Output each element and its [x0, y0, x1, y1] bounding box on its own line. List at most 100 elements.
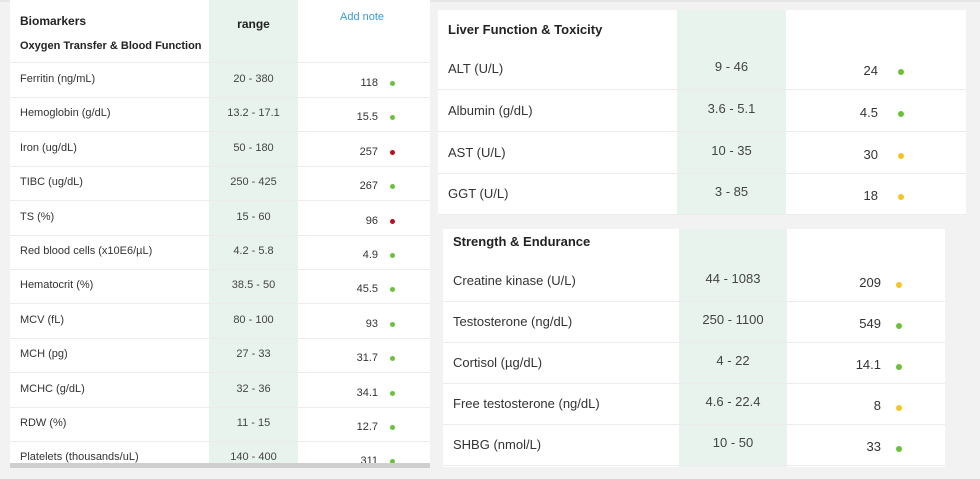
- result-value: 257: [359, 145, 378, 158]
- biomarkers-header: Biomarkers: [20, 14, 87, 28]
- table-row[interactable]: GGT (U/L) 3 - 85 18: [438, 173, 966, 215]
- reference-range: 4 - 22: [716, 353, 750, 368]
- table-row[interactable]: Platelets (thousands/uL) 140 - 400 311: [10, 441, 430, 468]
- result-value: 12.7: [356, 421, 378, 433]
- table-row[interactable]: Free testosterone (ng/dL) 4.6 - 22.4 8: [443, 384, 945, 425]
- status-dot-icon: [390, 149, 395, 155]
- range-header: range: [237, 17, 270, 31]
- status-dot-icon: [898, 69, 904, 75]
- status-dot-icon: [896, 323, 902, 329]
- status-dot-icon: [390, 425, 395, 430]
- table-row[interactable]: AST (U/L) 10 - 35 30: [438, 132, 966, 174]
- reference-range: 27 - 33: [236, 348, 271, 361]
- reference-range: 11 - 15: [236, 417, 271, 429]
- reference-range: 9 - 46: [714, 59, 749, 74]
- table-row[interactable]: SHBG (nmol/L) 10 - 50 33: [443, 425, 945, 466]
- reference-range: 13.2 - 17.1: [227, 107, 280, 120]
- result-value: 45.5: [356, 283, 378, 296]
- card-title: Strength & Endurance: [453, 234, 591, 249]
- reference-range-column: [679, 229, 787, 467]
- table-row[interactable]: TIBC (ug/dL) 250 - 425 267: [10, 166, 430, 202]
- result-value: 209: [859, 275, 881, 290]
- status-dot-icon: [390, 81, 395, 86]
- table-row[interactable]: Iron (ug/dL) 50 - 180 257: [10, 132, 430, 167]
- result-value: 8: [873, 398, 881, 413]
- table-row[interactable]: Cortisol (µg/dL) 4 - 22 14.1: [443, 343, 945, 384]
- table-row[interactable]: RDW (%) 11 - 15 12.7: [10, 407, 430, 442]
- biomarker-name: Free testosterone (ng/dL): [453, 396, 600, 411]
- add-note-link[interactable]: Add note: [340, 11, 385, 23]
- biomarker-name: MCHC (g/dL): [20, 382, 85, 395]
- card-title: Liver Function & Toxicity: [448, 22, 603, 37]
- biomarker-name: Testosterone (ng/dL): [453, 314, 573, 329]
- biomarker-name: TIBC (ug/dL): [20, 176, 83, 189]
- reference-range: 250 - 425: [230, 176, 277, 189]
- reference-range: 250 - 1100: [702, 312, 764, 327]
- biomarker-name: Cortisol (µg/dL): [453, 355, 543, 370]
- result-value: 267: [359, 180, 378, 193]
- biomarker-name: ALT (U/L): [448, 61, 504, 76]
- biomarker-name: Albumin (g/dL): [448, 102, 533, 118]
- biomarker-name: TS (%): [20, 210, 55, 223]
- header-divider: [10, 62, 430, 63]
- reference-range: 38.5 - 50: [231, 279, 276, 292]
- reference-range: 140 - 400: [230, 451, 277, 464]
- biomarker-name: Hematocrit (%): [20, 279, 94, 292]
- table-row[interactable]: MCH (pg) 27 - 33 31.7: [10, 338, 430, 374]
- reference-range: 3 - 85: [714, 184, 749, 200]
- result-value: 24: [863, 63, 878, 78]
- status-dot-icon: [898, 110, 904, 117]
- reference-range: 32 - 36: [236, 382, 271, 395]
- status-dot-icon: [896, 282, 902, 288]
- status-dot-icon: [390, 287, 395, 293]
- biomarker-name: Hemoglobin (g/dL): [20, 107, 111, 120]
- reference-range: 3.6 - 5.1: [707, 100, 756, 116]
- biomarker-name: Ferritin (ng/mL): [20, 73, 96, 85]
- result-value: 14.1: [855, 357, 881, 372]
- oxygen-transfer-table: Biomarkers range Add note Oxygen Transfe…: [10, 0, 430, 468]
- strength-endurance-card: Strength & Endurance Creatine kinase (U/…: [443, 229, 945, 467]
- result-value: 4.5: [859, 104, 878, 120]
- status-dot-icon: [896, 405, 902, 411]
- table-row[interactable]: Testosterone (ng/dL) 250 - 1100 549: [443, 302, 945, 343]
- reference-range: 10 - 50: [712, 435, 754, 450]
- table-row[interactable]: ALT (U/L) 9 - 46 24: [438, 48, 966, 90]
- status-dot-icon: [898, 194, 904, 201]
- status-dot-icon: [898, 152, 904, 159]
- table-row[interactable]: Creatine kinase (U/L) 44 - 1083 209: [443, 261, 945, 302]
- result-value: 18: [863, 188, 878, 204]
- table-row[interactable]: Hemoglobin (g/dL) 13.2 - 17.1 15.5: [10, 97, 430, 133]
- table-row[interactable]: TS (%) 15 - 60 96: [10, 201, 430, 236]
- status-dot-icon: [390, 218, 395, 224]
- table-row[interactable]: Ferritin (ng/mL) 20 - 380 118: [10, 63, 430, 98]
- section-title: Oxygen Transfer & Blood Function: [20, 40, 202, 52]
- result-value: 34.1: [356, 386, 378, 399]
- biomarker-name: GGT (U/L): [448, 186, 509, 202]
- table-row[interactable]: Albumin (g/dL) 3.6 - 5.1 4.5: [438, 90, 966, 132]
- reference-range: 44 - 1083: [705, 271, 761, 286]
- status-dot-icon: [390, 390, 395, 396]
- reference-range: 4.6 - 22.4: [705, 394, 761, 409]
- biomarker-name: Red blood cells (x10E6/µL): [20, 245, 153, 257]
- biomarker-name: RDW (%): [20, 417, 67, 429]
- reference-range: 15 - 60: [236, 210, 271, 223]
- table-row[interactable]: Hematocrit (%) 38.5 - 50 45.5: [10, 269, 430, 305]
- biomarker-name: AST (U/L): [448, 144, 506, 160]
- biomarker-name: MCV (fL): [20, 313, 64, 326]
- biomarker-name: Iron (ug/dL): [20, 141, 77, 154]
- table-row[interactable]: MCV (fL) 80 - 100 93: [10, 304, 430, 339]
- horizontal-scrollbar[interactable]: [10, 463, 430, 468]
- reference-range: 50 - 180: [233, 141, 274, 154]
- biomarker-name: Creatine kinase (U/L): [453, 273, 576, 288]
- status-dot-icon: [390, 253, 395, 258]
- table-row[interactable]: Red blood cells (x10E6/µL) 4.2 - 5.8 4.9: [10, 235, 430, 270]
- reference-range: 80 - 100: [233, 313, 274, 326]
- biomarker-name: Platelets (thousands/uL): [20, 451, 139, 464]
- reference-range: 4.2 - 5.8: [233, 245, 274, 257]
- status-dot-icon: [896, 364, 902, 370]
- reference-range: 20 - 380: [233, 73, 274, 85]
- table-row[interactable]: MCHC (g/dL) 32 - 36 34.1: [10, 373, 430, 408]
- result-value: 549: [859, 316, 881, 331]
- status-dot-icon: [390, 356, 395, 362]
- status-dot-icon: [390, 184, 395, 190]
